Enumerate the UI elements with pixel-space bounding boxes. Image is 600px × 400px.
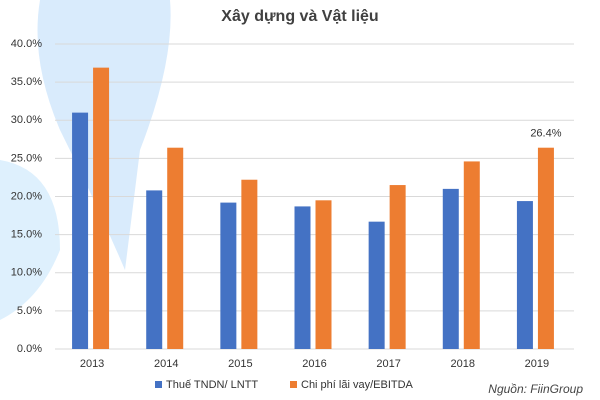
x-tick-label: 2013 [80, 358, 104, 370]
legend-label: Chi phí lãi vay/EBITDA [301, 379, 414, 391]
bar [294, 206, 311, 349]
bar [167, 147, 184, 349]
y-tick-label: 40.0% [11, 38, 42, 50]
chart-title: Xây dựng và Vật liệu [221, 8, 378, 25]
legend-label: Thuế TNDN/ LNTT [166, 379, 258, 391]
bar [389, 185, 406, 349]
bar [93, 67, 110, 349]
bar [368, 221, 385, 349]
background-shape [0, 160, 60, 320]
y-tick-label: 0.0% [17, 343, 42, 355]
x-tick-label: 2015 [228, 358, 252, 370]
bar [241, 179, 258, 349]
x-tick-label: 2017 [376, 358, 400, 370]
y-tick-label: 5.0% [17, 305, 42, 317]
bar [315, 200, 332, 349]
y-tick-label: 10.0% [11, 267, 42, 279]
bar [72, 112, 89, 349]
legend-swatch [290, 381, 297, 388]
y-tick-label: 20.0% [11, 190, 42, 202]
data-label: 26.4% [530, 128, 561, 140]
x-tick-label: 2016 [302, 358, 326, 370]
bar [516, 201, 533, 349]
y-tick-label: 25.0% [11, 152, 42, 164]
bar [220, 202, 237, 349]
y-tick-label: 30.0% [11, 114, 42, 126]
y-tick-label: 35.0% [11, 76, 42, 88]
x-tick-label: 2018 [451, 358, 475, 370]
bar [146, 190, 163, 349]
x-tick-label: 2014 [154, 358, 178, 370]
y-tick-label: 15.0% [11, 229, 42, 241]
source-note: Nguồn: FiinGroup [488, 382, 583, 396]
legend-swatch [155, 381, 162, 388]
bar [463, 161, 480, 349]
x-tick-label: 2019 [525, 358, 549, 370]
bar [442, 188, 459, 349]
bar [537, 147, 554, 349]
